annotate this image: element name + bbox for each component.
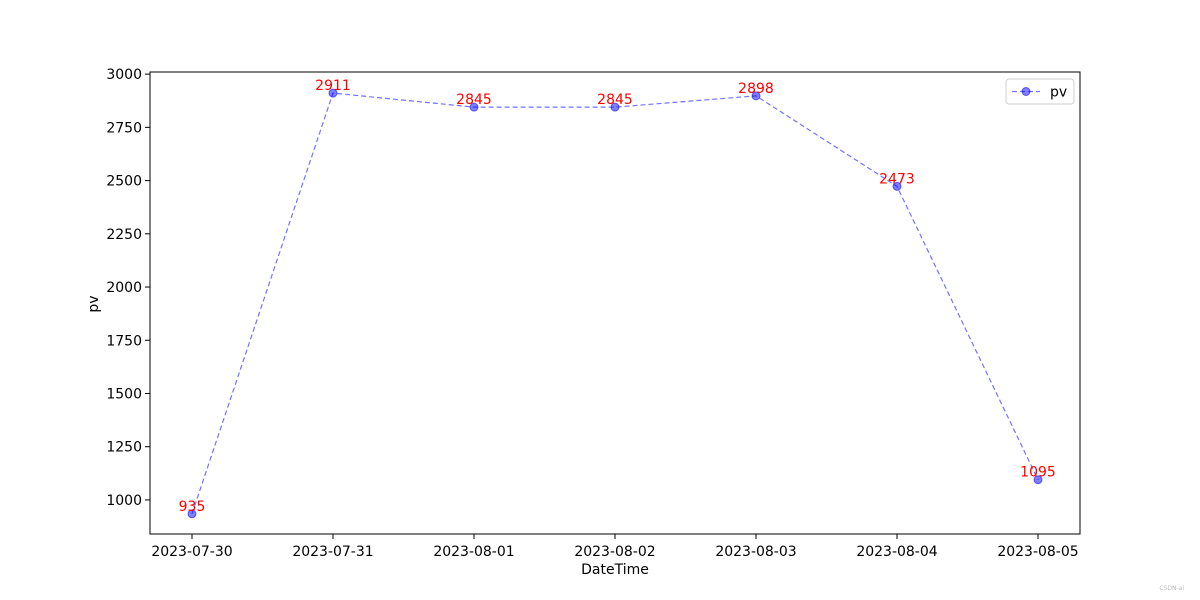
legend-label: pv (1050, 85, 1067, 101)
data-value-label: 2845 (597, 92, 633, 108)
y-tick-label: 1000 (106, 493, 142, 509)
legend: pv (1005, 78, 1075, 105)
plot-area: 1000 1250 1500 1750 2000 2250 2500 2750 3000 2023… (106, 67, 1081, 560)
data-point-marker (892, 181, 902, 191)
y-tick-label: 1500 (106, 386, 142, 402)
legend-marker-swatch (1021, 87, 1031, 96)
y-tick-label: 1250 (106, 440, 142, 456)
data-point-marker (1033, 475, 1043, 485)
y-tick-label: 1750 (106, 333, 142, 349)
data-point-marker (328, 88, 338, 98)
x-tick-label: 2023-08-03 (715, 544, 796, 560)
y-tick-label: 2000 (106, 280, 142, 296)
x-tick-label: 2023-08-02 (574, 544, 655, 560)
data-value-label: 2911 (315, 78, 351, 94)
data-value-label: 935 (179, 499, 206, 515)
x-tick-label: 2023-07-30 (151, 544, 232, 560)
x-tick-label: 2023-08-04 (856, 544, 937, 560)
data-value-label: 1095 (1020, 465, 1056, 481)
data-value-label: 2845 (456, 92, 492, 108)
watermark-text: CSDN-ai (1159, 585, 1184, 592)
x-tick-label: 2023-08-01 (433, 544, 514, 560)
x-axis-label: DateTime (581, 562, 649, 578)
data-value-label: 2898 (738, 81, 774, 97)
data-point-marker (187, 509, 197, 519)
data-point-marker (751, 91, 761, 101)
y-axis-label: pv (86, 295, 102, 312)
x-tick-label: 2023-08-05 (997, 544, 1078, 560)
y-tick-label: 3000 (106, 67, 142, 83)
data-point-marker (469, 102, 479, 112)
x-tick-label: 2023-07-31 (292, 544, 373, 560)
data-point-marker (610, 102, 620, 112)
y-tick-label: 2500 (106, 174, 142, 190)
y-tick-label: 2750 (106, 120, 142, 136)
y-tick-label: 2250 (106, 227, 142, 243)
data-value-label: 2473 (879, 171, 915, 187)
